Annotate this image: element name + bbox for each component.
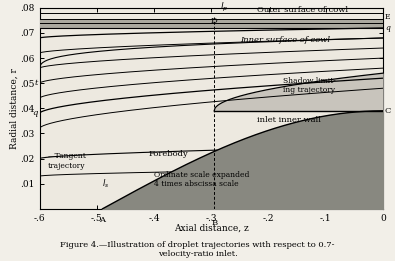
Text: E: E <box>385 13 390 21</box>
Text: Ordinate scale expanded
4 times abscissa scale: Ordinate scale expanded 4 times abscissa… <box>154 171 249 188</box>
Text: inlet inner wall: inlet inner wall <box>257 116 321 124</box>
Text: Figure 4.—Illustration of droplet trajectories with respect to 0.7-
velocity-rat: Figure 4.—Illustration of droplet trajec… <box>60 241 335 258</box>
Text: Outer surface of cowl: Outer surface of cowl <box>257 6 348 14</box>
Text: A: A <box>100 216 105 224</box>
Text: q: q <box>32 109 38 117</box>
Text: D: D <box>211 17 218 25</box>
Text: Forebody: Forebody <box>149 150 188 158</box>
Text: t: t <box>34 79 38 87</box>
Text: Inner surface of cowl: Inner surface of cowl <box>240 37 330 44</box>
Text: —Tangent
trajectory: —Tangent trajectory <box>48 152 87 170</box>
Y-axis label: Radial distance, r: Radial distance, r <box>10 68 19 149</box>
Text: C: C <box>385 107 391 115</box>
Text: $l_p$: $l_p$ <box>220 1 228 14</box>
X-axis label: Axial distance, z: Axial distance, z <box>174 224 249 233</box>
Text: Shadow limit-
ing trajectory: Shadow limit- ing trajectory <box>283 77 336 94</box>
Text: B: B <box>211 219 217 227</box>
Text: q: q <box>385 24 390 32</box>
Text: $l_s$: $l_s$ <box>102 177 109 190</box>
